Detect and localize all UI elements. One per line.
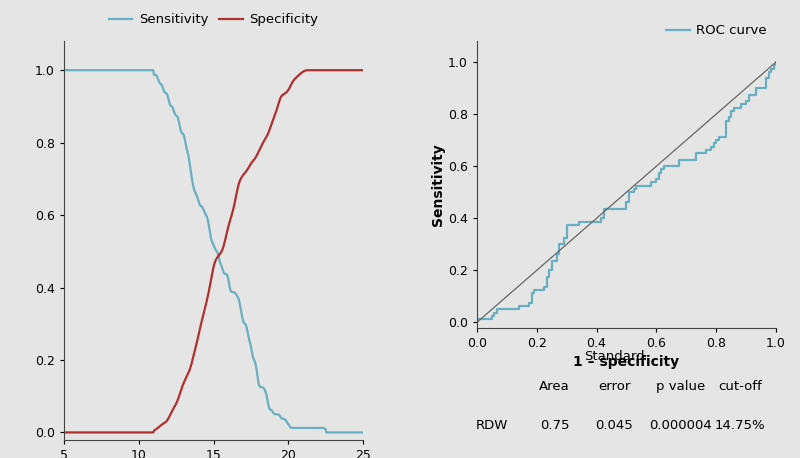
Text: RDW: RDW [476,419,508,432]
Text: 14.75%: 14.75% [714,419,766,432]
Text: error: error [598,380,630,393]
Text: 0.045: 0.045 [595,419,634,432]
Text: 0.000004: 0.000004 [649,419,712,432]
Text: 0.75: 0.75 [540,419,570,432]
Text: cut-off: cut-off [718,380,762,393]
Y-axis label: Sensitivity: Sensitivity [431,143,445,226]
X-axis label: 1 – specificity: 1 – specificity [574,355,679,369]
Legend: ROC curve: ROC curve [661,19,772,43]
Legend: Sensitivity, Specificity: Sensitivity, Specificity [103,8,324,32]
Text: Area: Area [539,380,570,393]
Text: p value: p value [656,380,705,393]
Text: Standard: Standard [584,349,645,363]
